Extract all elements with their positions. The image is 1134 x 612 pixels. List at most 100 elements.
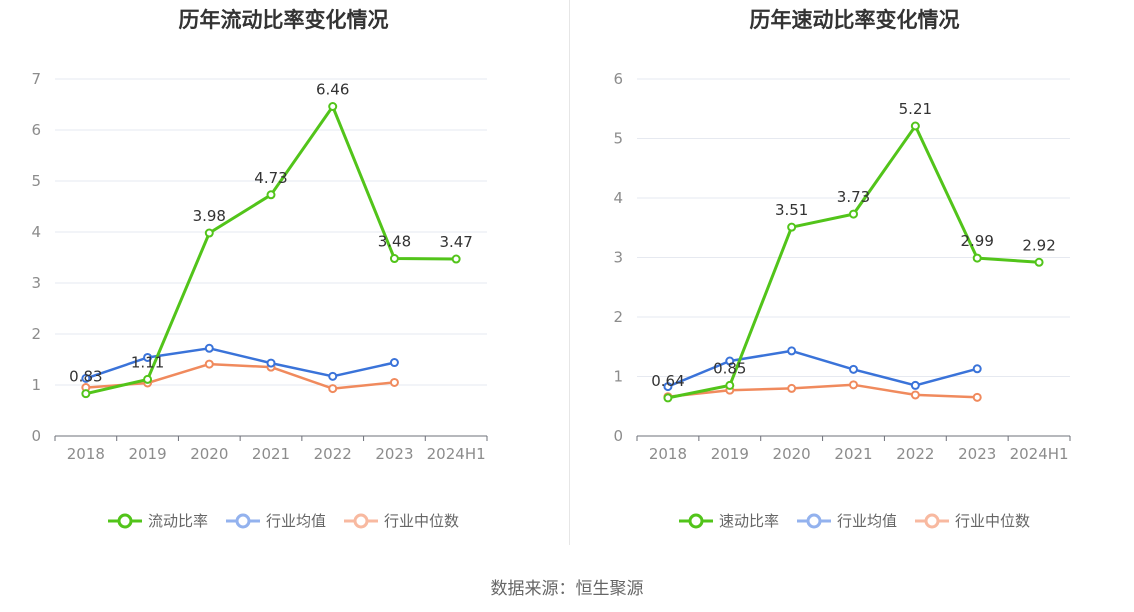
- legend-label: 行业中位数: [384, 512, 460, 530]
- data-point: [849, 364, 858, 374]
- x-tick-label: 2020: [190, 445, 228, 463]
- legend-label: 流动比率: [147, 512, 208, 530]
- legend-label: 行业均值: [265, 512, 326, 530]
- legend: 流动比率 行业均值 行业中位数: [0, 510, 567, 531]
- legend-item-industry-median[interactable]: 行业中位数: [344, 510, 459, 531]
- legend-marker-blue: [225, 513, 260, 528]
- data-point: [204, 359, 214, 369]
- data-label: 3.51: [775, 201, 808, 219]
- data-label: 4.73: [254, 169, 287, 187]
- current-ratio-plot: 0 1 2 3 4 5 6 7 2018 2019 2020 2021 2022 2023 2024H1 0.…: [31, 70, 488, 463]
- y-tick-label: 7: [31, 70, 41, 88]
- data-label: 0.64: [651, 372, 684, 390]
- x-tick-label: 2023: [375, 445, 413, 463]
- legend-item-industry-median[interactable]: 行业中位数: [915, 510, 1030, 531]
- data-point: [204, 343, 214, 353]
- y-tick-label: 4: [613, 189, 623, 207]
- data-point: [81, 373, 91, 383]
- data-point: [972, 392, 982, 402]
- data-point: [328, 371, 338, 381]
- x-tick-label: 2021: [252, 445, 290, 463]
- x-tick-label: 2024H1: [1010, 445, 1069, 463]
- y-tick-label: 5: [613, 130, 623, 148]
- y-tick-label: 2: [613, 308, 623, 326]
- y-tick-label: 1: [613, 368, 623, 386]
- series-line-1: [667, 349, 978, 388]
- legend-marker-green: [107, 513, 142, 528]
- legend-marker-orange: [344, 513, 378, 528]
- data-point: [849, 209, 858, 219]
- data-point: [389, 254, 399, 264]
- data-point: [972, 364, 982, 374]
- y-tick-label: 6: [31, 121, 41, 139]
- legend-label: 速动比率: [718, 512, 779, 530]
- data-label: 0.85: [713, 359, 746, 377]
- data-point: [910, 121, 920, 131]
- y-tick-label: 0: [613, 427, 623, 445]
- data-point: [328, 384, 338, 394]
- series-line-2: [85, 362, 395, 390]
- legend-label: 行业均值: [836, 512, 897, 530]
- data-point: [787, 383, 797, 393]
- data-point: [910, 380, 920, 390]
- y-tick-label: 4: [31, 223, 41, 241]
- current-ratio-chart: 历年流动比率变化情况 0 1 2 3 4 5 6 7 2018 2019 2020 2021 2022 2…: [0, 0, 567, 560]
- data-point: [725, 380, 735, 390]
- data-point: [725, 356, 735, 366]
- legend-marker-green: [678, 513, 713, 528]
- panel-divider: [569, 0, 570, 545]
- legend-item-industry-mean[interactable]: 行业均值: [796, 510, 897, 531]
- x-tick-label: 2024H1: [427, 445, 486, 463]
- data-label: 3.73: [837, 188, 870, 206]
- data-point: [143, 374, 153, 384]
- x-tick-label: 2023: [958, 445, 996, 463]
- legend: 速动比率 行业均值 行业中位数: [571, 510, 1134, 531]
- data-point: [389, 358, 399, 368]
- legend-marker-blue: [796, 513, 831, 528]
- data-point: [81, 389, 91, 399]
- data-label: 0.83: [69, 368, 102, 386]
- legend-item-current-ratio[interactable]: 流动比率: [107, 510, 208, 531]
- data-point: [849, 380, 858, 390]
- legend-marker-orange: [915, 513, 949, 528]
- data-point: [266, 190, 276, 200]
- data-point: [389, 377, 399, 387]
- x-tick-label: 2018: [67, 445, 105, 463]
- data-point: [1034, 257, 1044, 267]
- data-label: 5.21: [899, 100, 932, 118]
- data-point: [787, 222, 797, 232]
- quick-ratio-chart: 历年速动比率变化情况 0 1 2 3 4 5 6 2018 2019 2020 2021 2022 20…: [571, 0, 1134, 560]
- legend-item-industry-mean[interactable]: 行业均值: [225, 510, 326, 531]
- y-tick-label: 3: [613, 249, 623, 267]
- data-point: [787, 346, 797, 356]
- y-tick-label: 5: [31, 172, 41, 190]
- legend-item-quick-ratio[interactable]: 速动比率: [678, 510, 779, 531]
- x-tick-label: 2020: [773, 445, 811, 463]
- x-tick-label: 2018: [649, 445, 687, 463]
- data-point: [266, 358, 276, 368]
- y-tick-label: 3: [31, 274, 41, 292]
- data-point: [972, 253, 982, 263]
- y-tick-label: 0: [31, 427, 41, 445]
- x-tick-label: 2021: [834, 445, 872, 463]
- series-line-1: [85, 347, 395, 380]
- data-point: [663, 393, 673, 403]
- data-point: [328, 102, 338, 112]
- y-tick-label: 1: [31, 376, 41, 394]
- series-line-2: [667, 383, 978, 399]
- data-label: 6.46: [316, 81, 349, 99]
- data-label: 3.47: [439, 233, 472, 251]
- data-label: 2.99: [961, 232, 994, 250]
- data-label: 3.98: [193, 207, 226, 225]
- series-line-0: [667, 124, 1040, 400]
- x-tick-label: 2022: [314, 445, 352, 463]
- y-tick-label: 2: [31, 325, 41, 343]
- data-point: [663, 382, 673, 392]
- quick-ratio-plot: 0 1 2 3 4 5 6 2018 2019 2020 2021 2022 2023 2024H1 0.6…: [613, 70, 1071, 463]
- x-tick-label: 2019: [128, 445, 166, 463]
- data-source: 数据来源：恒生聚源: [490, 579, 644, 599]
- x-tick-label: 2019: [711, 445, 749, 463]
- data-point: [143, 352, 153, 362]
- data-label: 3.48: [378, 233, 411, 251]
- legend-label: 行业中位数: [955, 512, 1031, 530]
